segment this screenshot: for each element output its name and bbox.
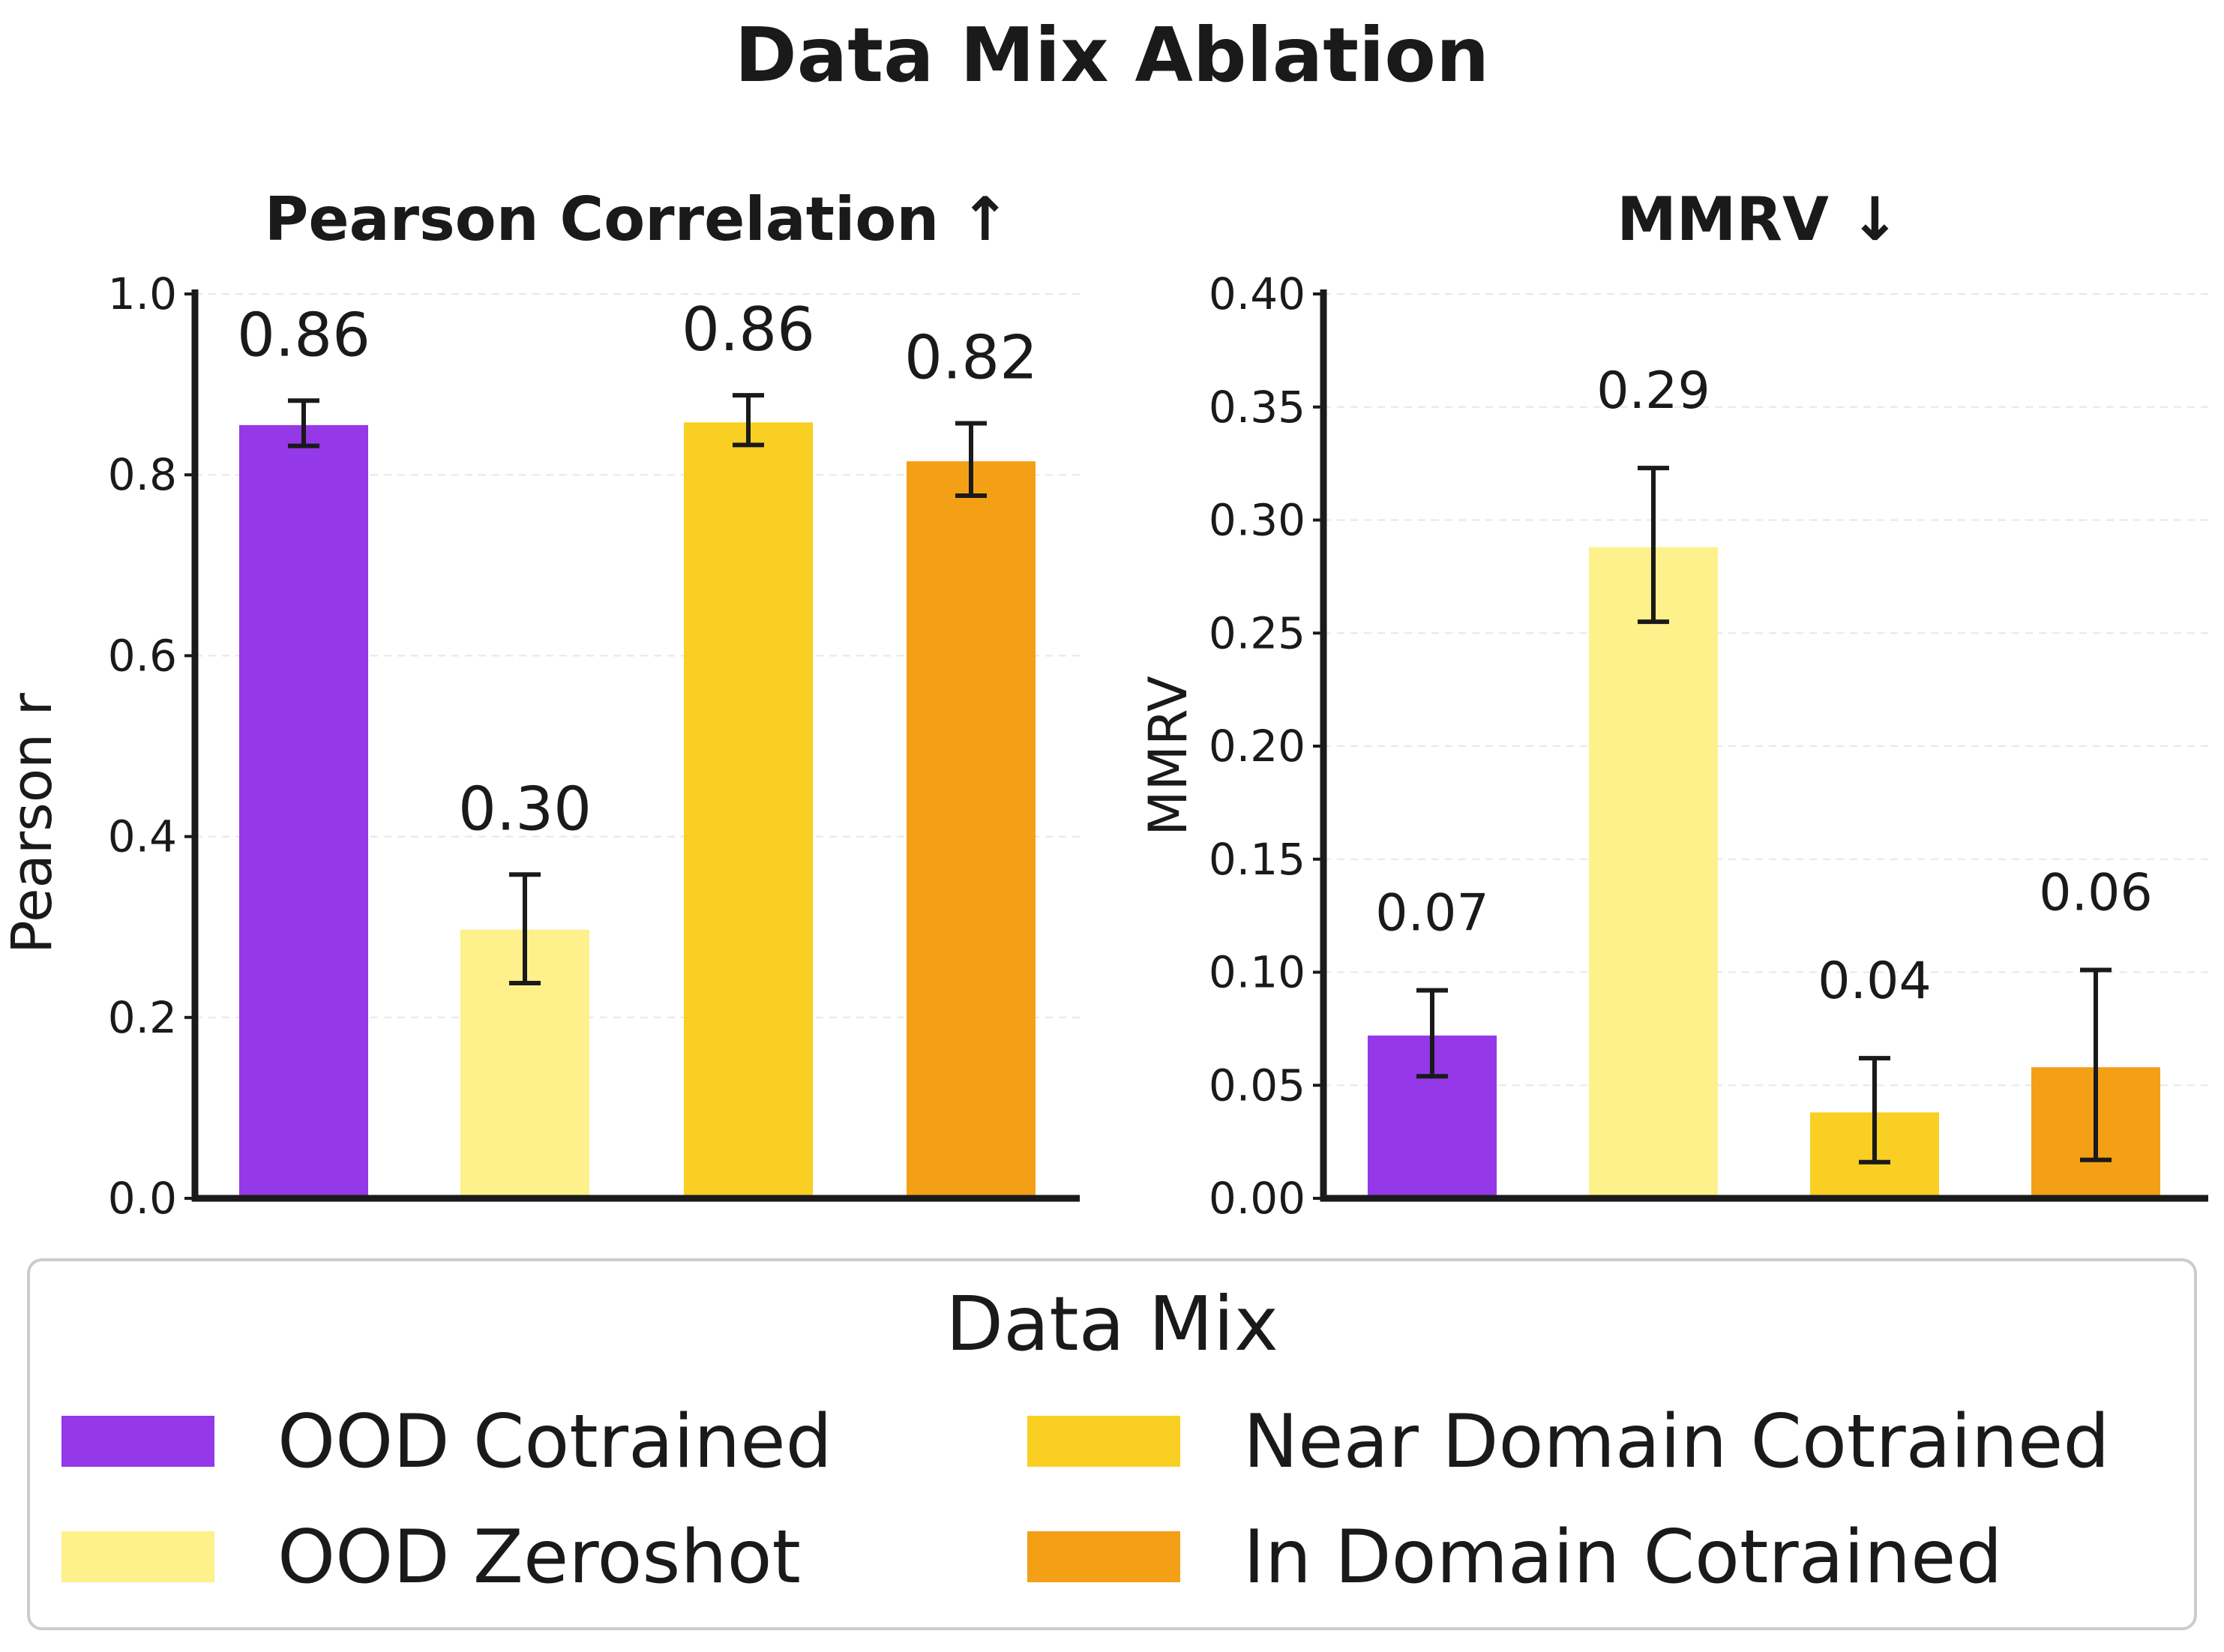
legend-swatch <box>61 1531 214 1582</box>
legend-swatch <box>1027 1416 1180 1467</box>
chart-title: MMRV ↓ <box>1617 184 1900 254</box>
chart-title: Pearson Correlation ↑ <box>265 184 1010 254</box>
bar <box>239 424 368 1198</box>
bar <box>1589 547 1718 1198</box>
figure-title: Data Mix Ablation <box>735 11 1489 99</box>
legend-item: In Domain Cotrained <box>1027 1515 2003 1600</box>
mmrv-chart: MMRV ↓ 0.07 0.29 0.04 0.06 0.00 0.05 0.10 0.15 0.… <box>1137 184 2208 1224</box>
y-tick-label: 0.20 <box>1209 721 1305 772</box>
y-tick-label: 1.0 <box>108 268 177 319</box>
legend-label: OOD Zeroshot <box>277 1515 801 1600</box>
y-tick-label: 0.4 <box>108 811 177 862</box>
y-tick-label: 0.15 <box>1209 834 1305 885</box>
legend-title: Data Mix <box>946 1280 1278 1368</box>
y-tick-label: 0.8 <box>108 449 177 500</box>
legend-item: Near Domain Cotrained <box>1027 1399 2110 1485</box>
value-label: 0.86 <box>237 300 370 370</box>
y-axis-label: MMRV <box>1137 676 1199 836</box>
pearson-correlation-chart: Pearson Correlation ↑ 0.86 0.30 0.86 0.82 0.0… <box>0 184 1080 1224</box>
value-label: 0.30 <box>458 774 592 844</box>
y-tick-label: 0.6 <box>108 630 177 681</box>
y-tick-label: 0.0 <box>108 1173 177 1224</box>
legend: Data Mix OOD Cotrained OOD Zeroshot Near D… <box>27 1258 2197 1630</box>
y-tick-label: 0.00 <box>1209 1173 1305 1224</box>
y-tick-label: 0.30 <box>1209 495 1305 546</box>
value-label: 0.04 <box>1818 952 1931 1011</box>
y-axis-label: Pearson r <box>0 692 64 954</box>
bar <box>907 461 1036 1198</box>
legend-item: OOD Cotrained <box>61 1399 832 1485</box>
y-tick-label: 0.05 <box>1209 1060 1305 1111</box>
value-label: 0.06 <box>2039 863 2152 922</box>
legend-entries: OOD Cotrained OOD Zeroshot Near Domain Cot… <box>61 1399 2110 1600</box>
y-tick-label: 0.2 <box>108 992 177 1043</box>
legend-swatch <box>1027 1531 1180 1582</box>
y-tick-label: 0.40 <box>1209 268 1305 319</box>
value-label: 0.29 <box>1596 361 1710 421</box>
legend-label: Near Domain Cotrained <box>1243 1399 2110 1485</box>
bar <box>684 422 813 1199</box>
legend-label: In Domain Cotrained <box>1243 1515 2003 1600</box>
legend-label: OOD Cotrained <box>277 1399 832 1485</box>
y-tick-label: 0.10 <box>1209 947 1305 998</box>
value-label: 0.86 <box>682 295 815 364</box>
value-label: 0.82 <box>904 322 1038 392</box>
value-label: 0.07 <box>1375 884 1488 943</box>
y-tick-label: 0.35 <box>1209 382 1305 433</box>
legend-item: OOD Zeroshot <box>61 1515 801 1600</box>
legend-swatch <box>61 1416 214 1467</box>
y-tick-label: 0.25 <box>1209 607 1305 658</box>
